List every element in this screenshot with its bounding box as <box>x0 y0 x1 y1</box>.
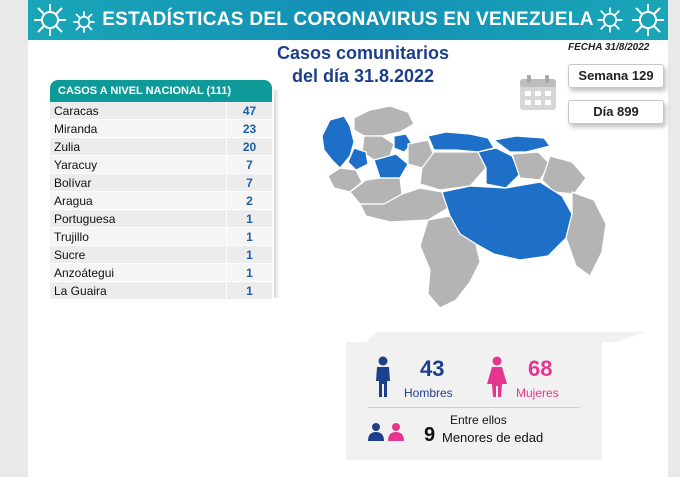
header-title: ESTADÍSTICAS DEL CORONAVIRUS EN VENEZUEL… <box>102 9 594 30</box>
state-name: La Guaira <box>54 284 107 298</box>
cases-table-body: Caracas 47 Miranda 23 Zulia 20 Yaracuy 7 Bol… <box>50 102 272 300</box>
state-cases: 23 <box>226 120 272 137</box>
table-row: Aragua 2 <box>50 192 272 210</box>
state-name: Bolívar <box>54 176 92 190</box>
state-name: Caracas <box>54 104 99 118</box>
entre-ellos-label: Entre ellos <box>450 413 507 427</box>
map-state-anzoategui <box>477 147 521 189</box>
subtitle: Casos comunitarios del día 31.8.2022 <box>238 42 488 88</box>
map-state-portuguesa <box>373 153 409 179</box>
subtitle-line1: Casos comunitarios <box>276 43 450 63</box>
map-state-amazonas <box>419 215 481 309</box>
state-cases: 7 <box>226 156 272 173</box>
virus-icon <box>597 7 623 33</box>
state-cases: 47 <box>226 102 272 119</box>
table-shadow <box>274 90 280 298</box>
day-badge: Día 899 <box>568 100 664 124</box>
state-cases: 1 <box>226 282 272 299</box>
state-name: Zulia <box>54 140 81 154</box>
children-icon <box>368 423 404 441</box>
header-banner: ESTADÍSTICAS DEL CORONAVIRUS EN VENEZUEL… <box>28 0 668 40</box>
map-state-falcon <box>353 105 415 137</box>
calendar-icon <box>520 75 556 110</box>
virus-icon <box>34 4 66 36</box>
week-badge: Semana 129 <box>568 64 664 88</box>
table-row: Miranda 23 <box>50 120 272 138</box>
venezuela-map <box>321 105 607 309</box>
cases-table: CASOS A NIVEL NACIONAL (111) Caracas 47 M… <box>50 80 272 300</box>
table-row: Trujillo 1 <box>50 228 272 246</box>
male-icon <box>376 356 390 397</box>
state-cases: 1 <box>226 246 272 263</box>
map-state-trujillo <box>347 147 369 171</box>
minors-count: 9 <box>424 424 436 446</box>
table-row: Zulia 20 <box>50 138 272 156</box>
table-row: Portuguesa 1 <box>50 210 272 228</box>
table-row: Yaracuy 7 <box>50 156 272 174</box>
state-name: Trujillo <box>54 230 89 244</box>
state-cases: 1 <box>226 228 272 245</box>
map-state-zulia <box>321 115 355 169</box>
state-name: Anzoátegui <box>54 266 115 280</box>
state-cases: 1 <box>226 264 272 281</box>
table-row: Anzoátegui 1 <box>50 264 272 282</box>
state-cases: 2 <box>226 192 272 209</box>
state-cases: 7 <box>226 174 272 191</box>
map-state-miranda <box>427 131 495 153</box>
state-name: Sucre <box>54 248 86 262</box>
table-row: Bolívar 7 <box>50 174 272 192</box>
female-icon <box>487 356 507 397</box>
table-row: Sucre 1 <box>50 246 272 264</box>
state-cases: 1 <box>226 210 272 227</box>
cases-table-header: CASOS A NIVEL NACIONAL (111) <box>50 80 272 102</box>
virus-icon <box>632 4 664 36</box>
state-name: Yaracuy <box>54 158 98 172</box>
female-label: Mujeres <box>516 386 559 400</box>
stats-divider <box>368 407 580 408</box>
male-label: Hombres <box>404 386 453 400</box>
infographic: ESTADÍSTICAS DEL CORONAVIRUS EN VENEZUEL… <box>28 0 668 477</box>
subtitle-line2: del día 31.8.2022 <box>291 66 435 86</box>
table-row: Caracas 47 <box>50 102 272 120</box>
map-state-sucre <box>493 135 551 153</box>
virus-icon <box>73 11 95 33</box>
state-name: Miranda <box>54 122 98 136</box>
state-name: Aragua <box>54 194 93 208</box>
male-count: 43 <box>420 356 445 381</box>
state-name: Portuguesa <box>54 212 116 226</box>
minors-label: Menores de edad <box>442 430 544 445</box>
state-cases: 20 <box>226 138 272 155</box>
map-region-east <box>565 191 607 277</box>
female-count: 68 <box>528 356 553 381</box>
date-label: FECHA 31/8/2022 <box>568 42 650 53</box>
map-state-guarico <box>419 151 487 191</box>
table-row: La Guaira 1 <box>50 282 272 300</box>
